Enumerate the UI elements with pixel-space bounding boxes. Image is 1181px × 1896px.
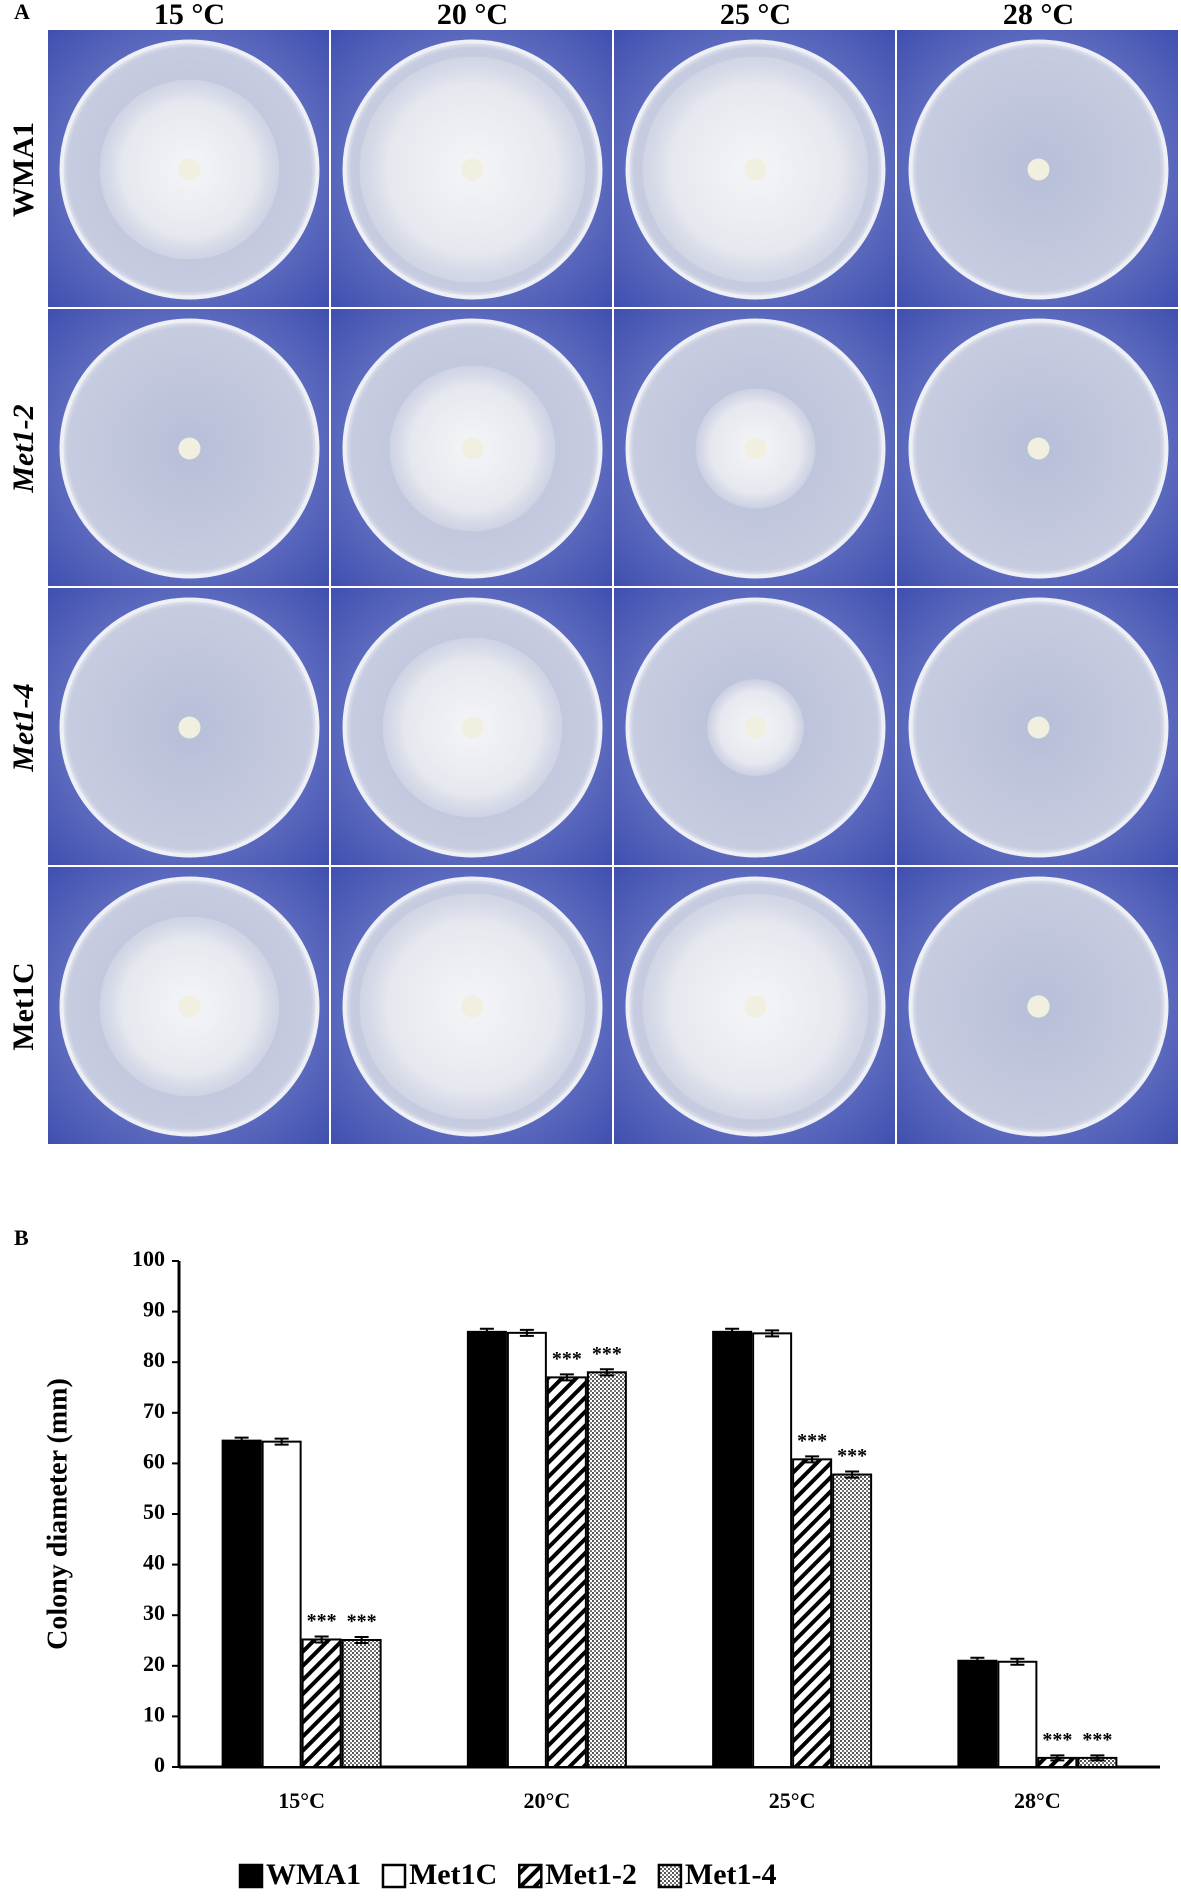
x-tick-label: 25°C <box>769 1788 816 1813</box>
legend-swatch <box>238 1863 264 1889</box>
y-tick-label: 80 <box>143 1347 165 1372</box>
inoculum-plug <box>744 158 767 181</box>
column-header: 15 °C <box>154 0 225 31</box>
y-tick-label: 10 <box>143 1701 165 1726</box>
significance-label: *** <box>592 1343 622 1365</box>
bar <box>712 1330 753 1768</box>
x-tick-label: 28°C <box>1014 1788 1061 1813</box>
y-axis-label: Colony diameter (mm) <box>42 1378 73 1650</box>
inoculum-plug <box>1027 437 1050 460</box>
significance-label: *** <box>1042 1729 1072 1751</box>
bar <box>792 1458 833 1769</box>
error-bar <box>1010 1657 1025 1666</box>
significance-label: *** <box>347 1611 377 1633</box>
bar <box>301 1638 342 1769</box>
error-bar <box>1050 1754 1065 1762</box>
inoculum-plug <box>461 995 484 1018</box>
x-tick-label: 20°C <box>524 1788 571 1813</box>
panel-label: A <box>14 0 30 24</box>
y-tick-label: 30 <box>143 1600 165 1625</box>
inoculum-plug <box>461 437 484 460</box>
inoculum-plug <box>744 995 767 1018</box>
y-tick-label: 40 <box>143 1550 165 1575</box>
column-header: 28 °C <box>1003 0 1074 31</box>
bar <box>586 1371 627 1768</box>
significance-label: *** <box>837 1445 867 1467</box>
column-header: 25 °C <box>720 0 791 31</box>
legend-label: Met1C <box>409 1858 497 1891</box>
bar <box>221 1439 262 1768</box>
row-label: WMA1 <box>7 122 40 217</box>
error-bar <box>479 1327 494 1336</box>
significance-label: *** <box>552 1348 582 1370</box>
inoculum-plug <box>461 716 484 739</box>
error-bar <box>314 1635 329 1644</box>
y-tick-label: 90 <box>143 1297 165 1322</box>
legend-label: WMA1 <box>266 1858 361 1891</box>
y-tick-label: 20 <box>143 1651 165 1676</box>
y-tick-label: 50 <box>143 1499 165 1524</box>
bar <box>832 1473 873 1768</box>
inoculum-plug <box>744 437 767 460</box>
significance-label: *** <box>797 1430 827 1452</box>
bar <box>997 1660 1038 1768</box>
error-bar <box>765 1329 780 1338</box>
inoculum-plug <box>1027 158 1050 181</box>
error-bar <box>970 1656 985 1665</box>
row-label: Met1-2 <box>7 404 40 493</box>
inoculum-plug <box>178 995 201 1018</box>
significance-label: *** <box>1082 1729 1112 1751</box>
legend-label: Met1-2 <box>545 1858 637 1891</box>
legend-label: Met1-4 <box>685 1858 777 1891</box>
bar <box>752 1332 793 1769</box>
legend-swatch <box>518 1863 543 1889</box>
significance-label: *** <box>307 1610 337 1632</box>
inoculum-plug <box>178 437 201 460</box>
error-bar <box>805 1455 820 1464</box>
x-tick-label: 15°C <box>278 1788 325 1813</box>
panel-label: B <box>14 1225 29 1250</box>
y-tick-label: 60 <box>143 1448 165 1473</box>
y-tick-label: 0 <box>154 1752 165 1777</box>
bar <box>341 1638 382 1769</box>
inoculum-plug <box>178 716 201 739</box>
bar <box>546 1376 587 1768</box>
bar <box>466 1330 507 1768</box>
inoculum-plug <box>178 158 201 181</box>
bar <box>261 1440 302 1768</box>
error-bar <box>519 1328 534 1337</box>
inoculum-plug <box>1027 995 1050 1018</box>
legend-swatch <box>381 1863 407 1889</box>
bar <box>957 1659 998 1768</box>
y-tick-label: 70 <box>143 1398 165 1423</box>
error-bar <box>845 1470 860 1479</box>
error-bar <box>599 1368 614 1377</box>
row-label: Met1-4 <box>7 683 40 772</box>
legend-swatch <box>657 1863 683 1889</box>
error-bar <box>234 1436 249 1445</box>
error-bar <box>354 1635 369 1645</box>
error-bar <box>274 1437 289 1446</box>
inoculum-plug <box>1027 716 1050 739</box>
column-header: 20 °C <box>437 0 508 31</box>
error-bar <box>559 1373 574 1382</box>
inoculum-plug <box>744 716 767 739</box>
bar <box>506 1331 547 1769</box>
row-label: Met1C <box>7 962 40 1050</box>
y-tick-label: 100 <box>132 1246 165 1271</box>
inoculum-plug <box>461 158 484 181</box>
error-bar <box>1090 1754 1105 1762</box>
error-bar <box>725 1327 740 1336</box>
